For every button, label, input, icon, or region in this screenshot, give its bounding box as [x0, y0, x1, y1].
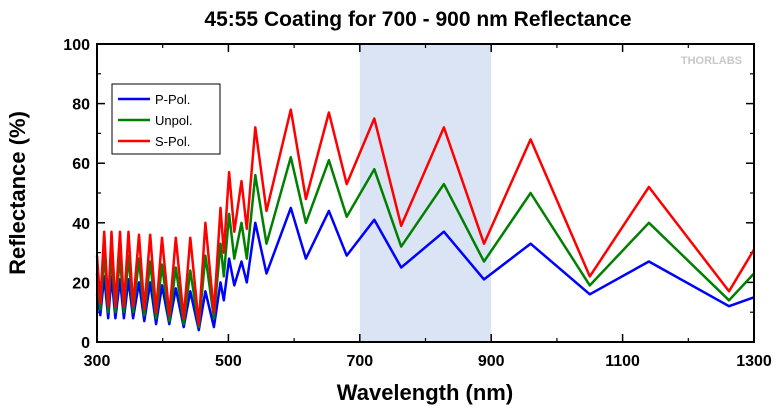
watermark-logo: THORLABS [681, 55, 742, 67]
series-line-s-pol [95, 108, 756, 326]
series-line-p-pol [95, 206, 755, 332]
y-tick-label: 20 [72, 275, 90, 292]
x-tick-label: 1300 [736, 353, 772, 370]
y-tick-label: 0 [81, 335, 90, 352]
y-tick-label: 80 [72, 97, 90, 114]
series-line-unpol [95, 155, 755, 329]
plot-frame [96, 43, 755, 343]
plot-area: 300 500 700 900 1100 1300 0 20 40 60 80 100 P-Pol. Un… [63, 37, 772, 370]
chart-title: 45:55 Coating for 700 - 900 nm Reflectan… [204, 8, 631, 31]
y-tick-label: 100 [63, 37, 90, 54]
legend-label: P-Pol. [155, 92, 190, 107]
x-tick-label: 700 [346, 353, 373, 370]
y-tick-label: 40 [72, 216, 90, 233]
x-tick-label: 300 [84, 353, 111, 370]
legend-label: Unpol. [155, 113, 193, 128]
highlight-band [359, 44, 492, 342]
x-axis-title: Wavelength (nm) [337, 380, 513, 405]
x-tick-label: 900 [478, 353, 505, 370]
y-axis-title: Reflectance (%) [5, 111, 30, 275]
legend-label: S-Pol. [155, 134, 190, 149]
y-tick-label: 60 [72, 156, 90, 173]
x-tick-label: 1100 [605, 353, 640, 370]
x-tick-label: 500 [215, 353, 242, 370]
